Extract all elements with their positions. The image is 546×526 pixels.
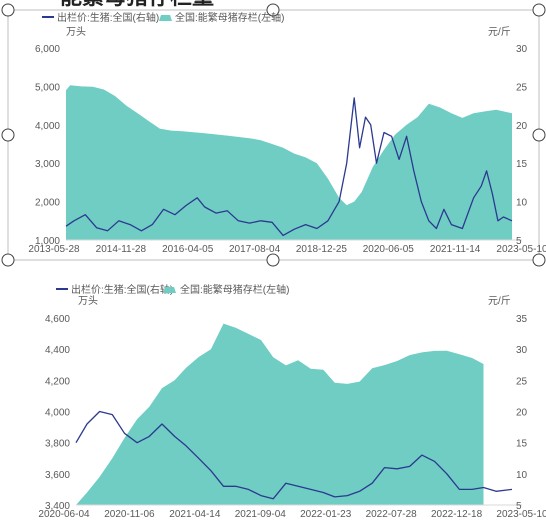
right-tick-label: 20 bbox=[516, 121, 528, 132]
left-tick-label: 4,400 bbox=[45, 345, 70, 356]
left-tick-label: 3,800 bbox=[45, 439, 70, 450]
left-tick-label: 3,000 bbox=[35, 159, 60, 170]
left-tick-label: 6,000 bbox=[35, 44, 60, 55]
resize-handles[interactable] bbox=[1, 3, 546, 267]
legend: 出栏价:生猪:全国(右轴) 全国:能繁母猪存栏(左轴) bbox=[56, 283, 289, 296]
left-tick-label: 1,000 bbox=[35, 236, 60, 247]
left-tick-label: 3,400 bbox=[45, 501, 70, 512]
right-tick-label: 10 bbox=[516, 470, 528, 481]
right-tick-label: 30 bbox=[516, 345, 528, 356]
area-series-sow-inventory bbox=[76, 323, 484, 505]
x-tick-label: 2023-05-10 bbox=[496, 244, 546, 255]
x-tick-label: 2020-11-06 bbox=[104, 509, 155, 520]
left-tick-label: 3,600 bbox=[45, 470, 70, 481]
resize-handle[interactable] bbox=[1, 253, 15, 267]
right-tick-label: 35 bbox=[516, 314, 528, 325]
right-tick-label: 25 bbox=[516, 376, 528, 387]
right-tick-label: 25 bbox=[516, 82, 528, 93]
area-series-sow-inventory bbox=[66, 85, 512, 240]
left-tick-label: 4,000 bbox=[45, 408, 70, 419]
resize-handle[interactable] bbox=[532, 3, 546, 17]
left-tick-label: 4,600 bbox=[45, 314, 70, 325]
resize-handle[interactable] bbox=[1, 3, 15, 17]
legend: 出栏价:生猪:全国(右轴) 全国:能繁母猪存栏(左轴) bbox=[42, 11, 284, 24]
right-tick-label: 20 bbox=[516, 408, 528, 419]
left-tick-label: 4,200 bbox=[45, 376, 70, 387]
x-tick-label: 2020-06-04 bbox=[38, 509, 90, 520]
x-tick-label: 2018-12-25 bbox=[296, 244, 348, 255]
legend-line-label: 出栏价:生猪:全国(右轴) bbox=[57, 11, 159, 24]
chart-bottom: 出栏价:生猪:全国(右轴) 全国:能繁母猪存栏(左轴) 万头 元/斤 4,600… bbox=[38, 283, 546, 520]
resize-handle[interactable] bbox=[1, 128, 15, 142]
legend-area-label: 全国:能繁母猪存栏(左轴) bbox=[180, 283, 289, 296]
legend-line-label: 出栏价:生猪:全国(右轴) bbox=[71, 283, 173, 296]
resize-handle[interactable] bbox=[532, 128, 546, 142]
left-tick-label: 5,000 bbox=[35, 82, 60, 93]
right-tick-label: 10 bbox=[516, 198, 528, 209]
line-series-hog-price bbox=[75, 410, 513, 500]
x-tick-label: 2021-04-14 bbox=[169, 509, 221, 520]
x-tick-label: 2013-05-28 bbox=[28, 244, 80, 255]
x-tick-label: 2021-11-14 bbox=[430, 244, 481, 255]
left-axis-unit: 万头 bbox=[78, 295, 98, 307]
right-tick-label: 5 bbox=[516, 236, 522, 247]
x-tick-label: 2017-08-04 bbox=[229, 244, 281, 255]
left-tick-label: 2,000 bbox=[35, 198, 60, 209]
left-axis-unit: 万头 bbox=[66, 26, 86, 38]
line-series-hog-price bbox=[65, 97, 513, 237]
x-tick-label: 2014-11-28 bbox=[96, 244, 147, 255]
right-axis-unit: 元/斤 bbox=[488, 295, 511, 307]
left-tick-label: 4,000 bbox=[35, 121, 60, 132]
x-tick-label: 2016-04-05 bbox=[162, 244, 214, 255]
x-tick-label: 2020-06-05 bbox=[363, 244, 415, 255]
right-tick-label: 15 bbox=[516, 439, 528, 450]
right-tick-label: 30 bbox=[516, 44, 528, 55]
legend-area-swatch bbox=[163, 287, 176, 293]
chart-top: 出栏价:生猪:全国(右轴) 全国:能繁母猪存栏(左轴) 万头 元/斤 6,000… bbox=[28, 11, 546, 255]
x-tick-label: 2022-01-23 bbox=[300, 509, 352, 520]
resize-handle[interactable] bbox=[266, 253, 280, 267]
x-tick-label: 2023-05-10 bbox=[496, 509, 546, 520]
x-tick-label: 2021-09-04 bbox=[235, 509, 287, 520]
resize-handle[interactable] bbox=[266, 3, 280, 17]
heading-fragment: 能繁母猪存栏量 bbox=[60, 0, 214, 9]
resize-handle[interactable] bbox=[532, 253, 546, 267]
legend-area-swatch bbox=[159, 15, 172, 21]
x-tick-label: 2022-07-28 bbox=[366, 509, 418, 520]
right-axis-unit: 元/斤 bbox=[488, 26, 511, 38]
right-tick-label: 15 bbox=[516, 159, 528, 170]
x-tick-label: 2022-12-18 bbox=[431, 509, 483, 520]
legend-area-label: 全国:能繁母猪存栏(左轴) bbox=[175, 11, 284, 24]
right-tick-label: 5 bbox=[516, 501, 522, 512]
